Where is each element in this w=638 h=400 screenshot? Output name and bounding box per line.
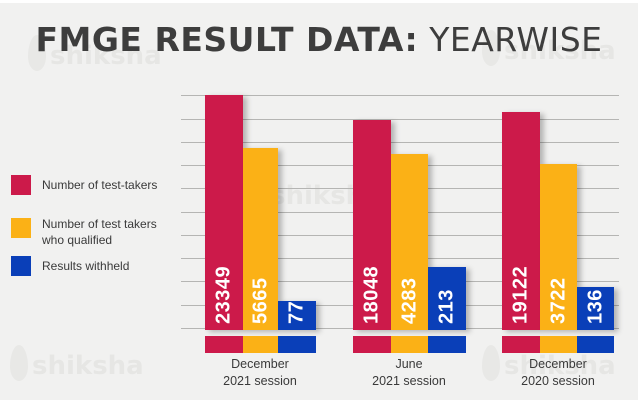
legend-label: Number of test-takers [42, 178, 158, 192]
legend-label: Number of test takers who qualified [42, 216, 157, 248]
watermark-text: shiksha [32, 351, 144, 381]
legend-label: Results withheld [42, 259, 130, 273]
x-label-line2: 2021 session [223, 374, 297, 388]
gridline [181, 95, 619, 96]
bar-value-label: 77 [285, 300, 308, 324]
bar-base-strip [502, 336, 540, 353]
bar-base-strip [391, 336, 428, 353]
legend-item-qualified: Number of test takers who qualified [11, 216, 157, 248]
top-border [0, 0, 638, 3]
bar-value-label: 5665 [249, 277, 271, 325]
x-label-dec-2020: December 2020 session [488, 356, 628, 390]
x-label-line1: December [529, 357, 587, 371]
legend-swatch-yellow [11, 218, 31, 238]
bar-base-strip [577, 336, 614, 353]
bar-value-label: 19122 [509, 265, 532, 324]
title-bold: FMGE RESULT DATA: [35, 20, 419, 59]
bar-withheld-jun-2021: 213 [428, 267, 466, 330]
legend-swatch-red [11, 175, 31, 195]
x-label-line1: June [395, 357, 423, 371]
watermark-bottom-left: shiksha [10, 345, 144, 381]
bar-test-takers-dec-2020: 19122 [502, 112, 540, 330]
x-label-jun-2021: June 2021 session [339, 356, 479, 390]
bar-base-strip [243, 336, 278, 353]
chart-title: FMGE RESULT DATA: YEARWISE [0, 20, 638, 59]
bar-base-strip [428, 336, 466, 353]
bar-value-label: 18048 [360, 265, 383, 324]
bar-base-strip [353, 336, 391, 353]
bar-qualified-dec-2021: 5665 [243, 148, 278, 330]
x-label-line2: 2020 session [521, 374, 595, 388]
bar-base-strip [205, 336, 243, 353]
gridline [181, 119, 619, 120]
bar-qualified-dec-2020: 3722 [540, 164, 577, 330]
bar-value-label: 213 [435, 289, 458, 324]
shiksha-logo-icon [10, 345, 28, 381]
bar-withheld-dec-2021: 77 [278, 301, 316, 330]
legend-item-test-takers: Number of test-takers [11, 175, 157, 195]
bar-withheld-dec-2020: 136 [577, 287, 614, 330]
bar-value-label: 4283 [398, 277, 420, 325]
bar-value-label: 23349 [212, 265, 235, 324]
legend-label-line2: who qualified [42, 233, 113, 247]
gridline [181, 142, 619, 143]
bar-test-takers-dec-2021: 23349 [205, 95, 243, 330]
x-label-dec-2021: December 2021 session [190, 356, 330, 390]
bar-qualified-jun-2021: 4283 [391, 154, 428, 330]
legend-label-line1: Number of test takers [42, 217, 157, 231]
bar-base-strip [540, 336, 577, 353]
x-label-line2: 2021 session [372, 374, 446, 388]
bar-value-label: 136 [584, 289, 606, 324]
bar-test-takers-jun-2021: 18048 [353, 120, 391, 330]
title-light: YEARWISE [418, 20, 603, 59]
bar-base-strip [278, 336, 316, 353]
legend-swatch-blue [11, 256, 31, 276]
x-label-line1: December [231, 357, 289, 371]
bar-value-label: 3722 [547, 277, 569, 325]
legend-item-withheld: Results withheld [11, 256, 129, 276]
